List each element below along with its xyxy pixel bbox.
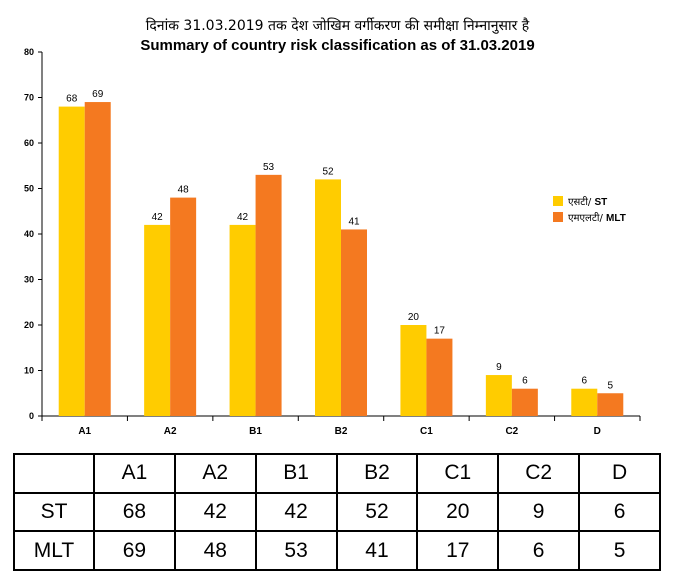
data-label: 6	[582, 376, 588, 387]
bar-st-c2	[485, 375, 512, 416]
legend-label-st: ST	[594, 197, 608, 208]
data-table: A1 A2 B1 B2 C1 C2 D ST 68 42 42 52 20 9 …	[13, 453, 661, 571]
legend-item-st: एसटी/ ST	[553, 193, 626, 209]
data-label: 53	[263, 162, 275, 173]
table-row-label: MLT	[13, 530, 95, 571]
legend-swatch-st	[553, 196, 563, 206]
table-row: MLT 69 48 53 41 17 6 5	[13, 530, 661, 571]
table-header-cell: B1	[254, 453, 338, 494]
chart-title-hindi: दिनांक 31.03.2019 तक देश जोखिम वर्गीकरण …	[145, 18, 530, 34]
y-tick-label: 40	[24, 229, 34, 239]
table-cell: 17	[416, 530, 500, 571]
bars	[58, 102, 624, 417]
data-label: 68	[66, 94, 78, 105]
y-tick-label: 80	[24, 47, 34, 57]
bar-mlt-a2	[170, 197, 197, 416]
bar-st-a1	[58, 106, 85, 416]
table-cell: 69	[93, 530, 176, 571]
table-header-cell: A2	[173, 453, 257, 494]
x-tick-label: D	[594, 426, 601, 437]
data-label: 9	[496, 362, 502, 373]
bar-st-b2	[315, 179, 341, 416]
x-tick-label: A2	[164, 426, 177, 437]
table-cell: 53	[254, 530, 338, 571]
x-tick-label: B2	[335, 426, 348, 437]
bar-mlt-b1	[255, 174, 282, 416]
table-cell: 9	[497, 491, 581, 533]
table-cell: 6	[497, 530, 581, 571]
y-tick-label: 50	[24, 184, 34, 194]
table-cell: 52	[335, 491, 419, 533]
bar-mlt-c1	[426, 338, 453, 416]
data-label: 48	[178, 185, 190, 196]
table-cell: 20	[416, 491, 500, 533]
table-cell: 41	[335, 530, 419, 571]
table-header-cell: D	[578, 453, 661, 494]
legend-label-mlt: MLT	[606, 213, 626, 224]
bar-mlt-d	[597, 393, 624, 416]
bar-mlt-c2	[511, 388, 538, 416]
table-cell: 5	[578, 530, 661, 571]
x-tick-label: C1	[420, 426, 433, 437]
data-label: 42	[237, 212, 249, 223]
y-tick-label: 20	[24, 320, 34, 330]
legend: एसटी/ ST एमएलटी/ MLT	[553, 193, 626, 225]
data-label: 6	[522, 376, 528, 387]
data-label: 17	[434, 326, 446, 337]
legend-label-mlt-hindi: एमएलटी/	[568, 213, 603, 224]
table-header-cell: A1	[93, 453, 176, 494]
x-axis: A1 A2 B1 B2 C1 C2 D	[41, 415, 641, 437]
legend-label-st-hindi: एसटी/	[568, 197, 592, 208]
bar-st-c1	[400, 325, 427, 416]
data-label: 41	[348, 216, 360, 227]
data-labels: 68 42 42 52 20 9 6 69 48 53 41 17 6 5	[66, 89, 613, 391]
data-label: 20	[408, 312, 420, 323]
table-cell: 6	[578, 491, 661, 533]
bar-st-a2	[144, 224, 171, 416]
y-axis: 0 10 20 30 40 50 60 70 80	[24, 47, 43, 421]
legend-swatch-mlt	[553, 212, 563, 222]
bar-st-b1	[229, 224, 256, 416]
y-tick-label: 10	[24, 366, 34, 376]
table-header-cell: C1	[416, 453, 500, 494]
y-tick-label: 70	[24, 93, 34, 103]
table-header-cell: C2	[497, 453, 581, 494]
table-cell: 68	[93, 491, 176, 533]
table-row-label: ST	[13, 491, 95, 533]
table-row: ST 68 42 42 52 20 9 6	[13, 491, 661, 533]
chart-title: Summary of country risk classification a…	[140, 37, 535, 54]
table-header-row: A1 A2 B1 B2 C1 C2 D	[13, 453, 661, 494]
y-tick-label: 30	[24, 275, 34, 285]
data-label: 5	[608, 380, 614, 391]
x-tick-label: A1	[78, 426, 91, 437]
x-tick-label: C2	[505, 426, 518, 437]
y-tick-label: 0	[29, 411, 34, 421]
table-cell: 42	[173, 491, 257, 533]
bar-st-d	[571, 388, 598, 416]
data-label: 69	[92, 89, 104, 100]
legend-item-mlt: एमएलटी/ MLT	[553, 209, 626, 225]
table-header-cell	[13, 453, 95, 494]
x-tick-label: B1	[249, 426, 262, 437]
table-cell: 42	[254, 491, 338, 533]
data-label: 42	[152, 212, 164, 223]
table-header-cell: B2	[335, 453, 419, 494]
data-label: 52	[322, 166, 334, 177]
y-tick-label: 60	[24, 138, 34, 148]
table-cell: 48	[173, 530, 257, 571]
bar-mlt-a1	[84, 102, 111, 417]
bar-mlt-b2	[341, 229, 367, 416]
